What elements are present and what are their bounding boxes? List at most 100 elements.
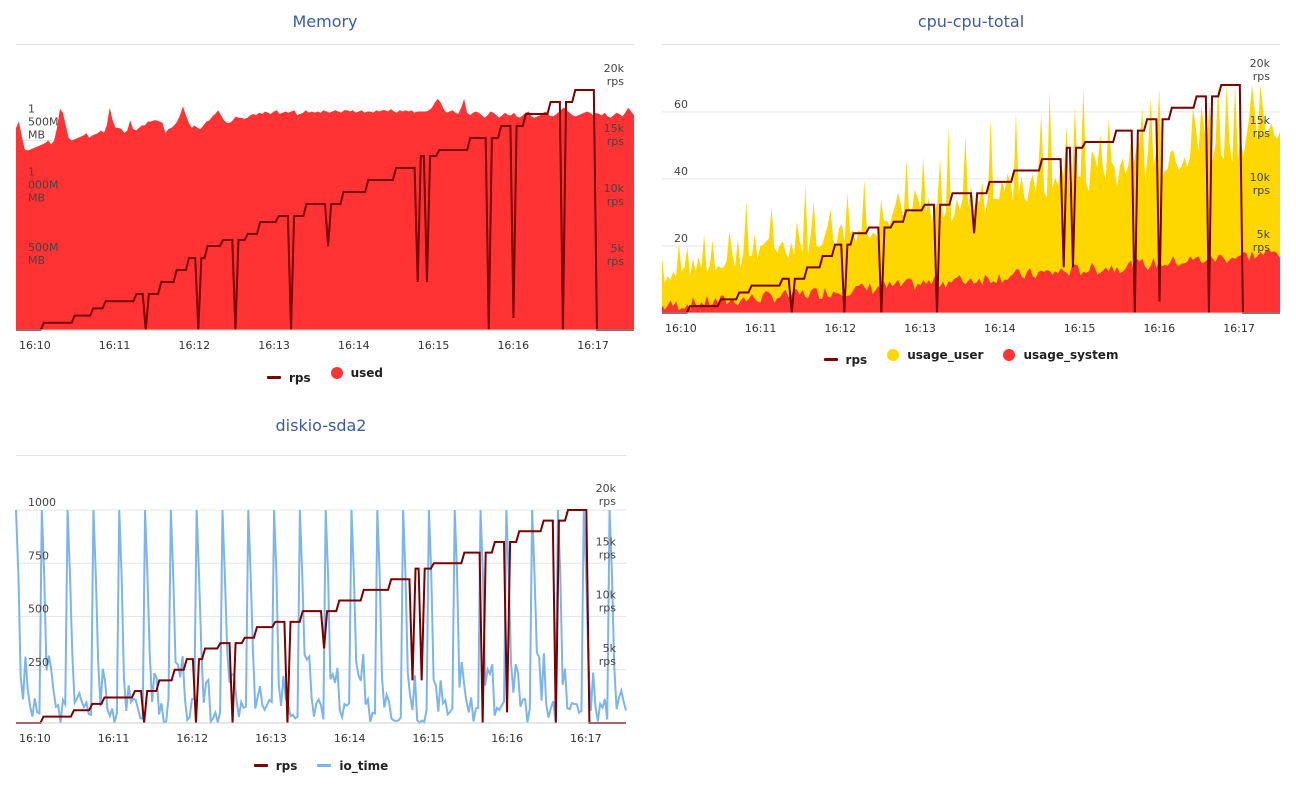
diskio-panel: diskio-sda2 16:10 16:11 16:12 16:13 16:14 16:… — [15, 410, 627, 790]
y-tick-label-line: 500M — [28, 116, 59, 129]
usage-system-area — [662, 249, 1280, 313]
x-tick-label: 16:15 — [413, 732, 445, 745]
y2-tick-label-line: 15k — [604, 122, 625, 135]
y2-tick-label-line: rps — [1253, 241, 1271, 254]
legend-item-usage-user[interactable]: usage_user — [887, 348, 983, 362]
y-tick-label-line: 000M — [28, 179, 59, 192]
x-tick-label: 16:10 — [665, 322, 697, 335]
legend-item-rps[interactable]: rps — [823, 352, 868, 367]
y-tick-label-line: 500M — [28, 241, 59, 254]
y2-tick-label-line: rps — [1253, 127, 1271, 140]
x-tick-label: 16:15 — [1064, 322, 1096, 335]
y-tick-label: 60 — [674, 98, 688, 111]
x-tick-label: 16:17 — [1223, 322, 1255, 335]
y2-tick-label: 10k rps — [1250, 171, 1271, 197]
title-divider — [16, 455, 626, 456]
y2-tick-label-line: rps — [607, 255, 625, 268]
diskio-plot: 16:10 16:11 16:12 16:13 16:14 16:15 16:16 16:17… — [15, 410, 627, 755]
memory-plot: 16:10 16:11 16:12 16:13 16:14 16:15 16:16 16:17… — [16, 0, 634, 360]
legend-label: usage_system — [1023, 348, 1119, 362]
x-tick-label: 16:16 — [1143, 322, 1175, 335]
y2-tick-label: 5k rps — [599, 642, 617, 668]
y2-tick-label-line: rps — [599, 495, 617, 508]
memory-panel: Memory 16:10 16:11 16:12 16:13 16:14 16:15 16:… — [16, 0, 634, 395]
y2-tick-label-line: 10k — [604, 182, 625, 195]
x-tick-label: 16:15 — [418, 339, 450, 352]
legend-item-io-time[interactable]: io_time — [317, 759, 388, 773]
rps-line — [16, 509, 626, 724]
legend-swatch — [266, 376, 281, 379]
y-tick-label: 750 — [28, 549, 49, 562]
y2-tick-label-line: 5k — [1257, 228, 1271, 241]
y2-tick-label-line: 15k — [596, 535, 617, 548]
y-tick-label-line: MB — [28, 254, 45, 267]
legend-item-used[interactable]: used — [330, 366, 384, 380]
x-tick-label: 16:16 — [497, 339, 529, 352]
legend-label: used — [350, 366, 384, 380]
y2-tick-label-line: 5k — [611, 242, 625, 255]
rps-line — [662, 84, 1280, 314]
x-tick-label: 16:11 — [745, 322, 777, 335]
y-tick-label-line: MB — [28, 129, 45, 142]
memory-legend: rps used — [16, 366, 634, 385]
y2-tick-label-line: 20k — [1250, 57, 1271, 70]
x-tick-label: 16:11 — [99, 339, 131, 352]
x-tick-label: 16:17 — [577, 339, 609, 352]
y2-tick-label: 15k rps — [604, 122, 625, 148]
legend-item-usage-system[interactable]: usage_system — [1003, 348, 1118, 362]
y-tick-label: 250 — [28, 656, 49, 669]
y-tick-label-line: 1 — [28, 103, 35, 116]
y-tick-label: 500 — [28, 603, 49, 616]
y-tick-label-line: 500 — [28, 603, 49, 616]
rps-line — [16, 89, 634, 331]
y-tick-label: 40 — [674, 165, 688, 178]
y2-tick-label: 20k rps — [1250, 57, 1271, 83]
chart-title: cpu-cpu-total — [917, 12, 1025, 31]
x-tick-label: 16:11 — [98, 732, 130, 745]
legend-label: rps — [845, 352, 868, 367]
x-tick-label: 16:14 — [338, 339, 370, 352]
y2-tick-label: 15k rps — [596, 535, 617, 561]
y-tick-label: 20 — [674, 232, 688, 245]
legend-item-rps[interactable]: rps — [253, 758, 298, 773]
x-tick-label: 16:16 — [491, 732, 523, 745]
io-time-line — [15, 509, 627, 725]
legend-swatch — [330, 367, 343, 379]
y-tick-label-line: 250 — [28, 656, 49, 669]
cpu-panel: cpu-cpu-total 16:10 16:11 16:12 16:13 16:14 1… — [662, 0, 1280, 375]
legend-swatch — [1003, 349, 1016, 361]
chart-title: Memory — [292, 12, 358, 31]
y2-tick-label: 20k rps — [604, 62, 625, 88]
x-tick-label: 16:13 — [904, 322, 936, 335]
y2-tick-label-line: rps — [607, 135, 625, 148]
x-tick-label: 16:17 — [570, 732, 602, 745]
y2-tick-label: 20k rps — [596, 482, 617, 508]
y2-tick-label-line: 20k — [596, 482, 617, 495]
x-tick-label: 16:10 — [19, 339, 51, 352]
y2-tick-label-line: 15k — [1250, 114, 1271, 127]
x-tick-label: 16:12 — [824, 322, 856, 335]
y-tick-label-line: 1 — [28, 166, 35, 179]
y2-tick-label-line: rps — [1253, 70, 1271, 83]
y2-tick-label-line: 5k — [603, 642, 617, 655]
legend-item-rps[interactable]: rps — [266, 370, 311, 385]
x-tick-label: 16:12 — [176, 732, 208, 745]
y2-tick-label: 10k rps — [604, 182, 625, 208]
y-tick-label-line: 20 — [674, 232, 688, 245]
y2-tick-label-line: 10k — [596, 589, 617, 602]
x-tick-label: 16:12 — [178, 339, 210, 352]
y2-tick-label: 15k rps — [1250, 114, 1271, 140]
y-tick-label-line: 60 — [674, 98, 688, 111]
legend-label: rps — [288, 370, 311, 385]
legend-swatch — [253, 764, 268, 767]
y2-tick-label-line: rps — [599, 548, 617, 561]
legend-label: usage_user — [907, 348, 984, 362]
cpu-legend: rps usage_user usage_system — [662, 348, 1280, 367]
x-tick-label: 16:10 — [19, 732, 51, 745]
title-divider — [662, 44, 1280, 45]
memory-chart-svg: 16:10 16:11 16:12 16:13 16:14 16:15 16:16 16:17… — [16, 62, 634, 352]
y2-tick-label-line: rps — [1253, 184, 1271, 197]
legend-label: rps — [275, 758, 298, 773]
cpu-chart-svg: 16:10 16:11 16:12 16:13 16:14 16:15 16:16 16:17… — [662, 57, 1280, 335]
y-tick-label-line: 750 — [28, 549, 49, 562]
